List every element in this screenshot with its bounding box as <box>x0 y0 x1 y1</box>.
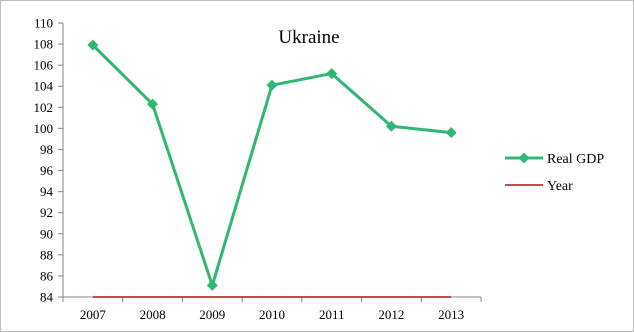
data-point-real-gdp <box>385 120 397 132</box>
y-tick-label: 98 <box>40 142 53 157</box>
y-tick-label: 88 <box>40 247 53 262</box>
legend-label-year: Year <box>547 179 573 194</box>
y-tick-label: 102 <box>34 100 54 115</box>
y-tick-label: 94 <box>40 184 54 199</box>
data-point-real-gdp <box>445 127 457 139</box>
x-tick-label: 2009 <box>199 307 225 322</box>
y-tick-label: 92 <box>40 205 53 220</box>
y-tick-label: 86 <box>40 268 54 283</box>
data-point-real-gdp <box>87 39 99 51</box>
x-tick-label: 2013 <box>438 307 464 322</box>
y-tick-label: 106 <box>34 58 54 73</box>
data-point-real-gdp <box>326 68 338 80</box>
x-tick-label: 2012 <box>378 307 404 322</box>
x-tick-label: 2010 <box>259 307 285 322</box>
data-point-real-gdp <box>206 279 218 291</box>
y-tick-label: 104 <box>34 79 54 94</box>
legend-label-real-gdp: Real GDP <box>547 152 604 167</box>
legend-marker-real-gdp <box>518 152 530 164</box>
x-tick-label: 2008 <box>140 307 166 322</box>
x-tick-label: 2011 <box>319 307 345 322</box>
y-tick-label: 84 <box>40 290 54 305</box>
y-tick-label: 90 <box>40 226 53 241</box>
y-tick-label: 100 <box>34 121 54 136</box>
y-tick-label: 110 <box>34 16 53 31</box>
y-tick-label: 96 <box>40 163 54 178</box>
data-point-real-gdp <box>147 98 159 110</box>
x-tick-label: 2007 <box>80 307 107 322</box>
y-tick-label: 108 <box>34 37 54 52</box>
chart-title: Ukraine <box>278 27 339 48</box>
data-point-real-gdp <box>266 79 278 91</box>
